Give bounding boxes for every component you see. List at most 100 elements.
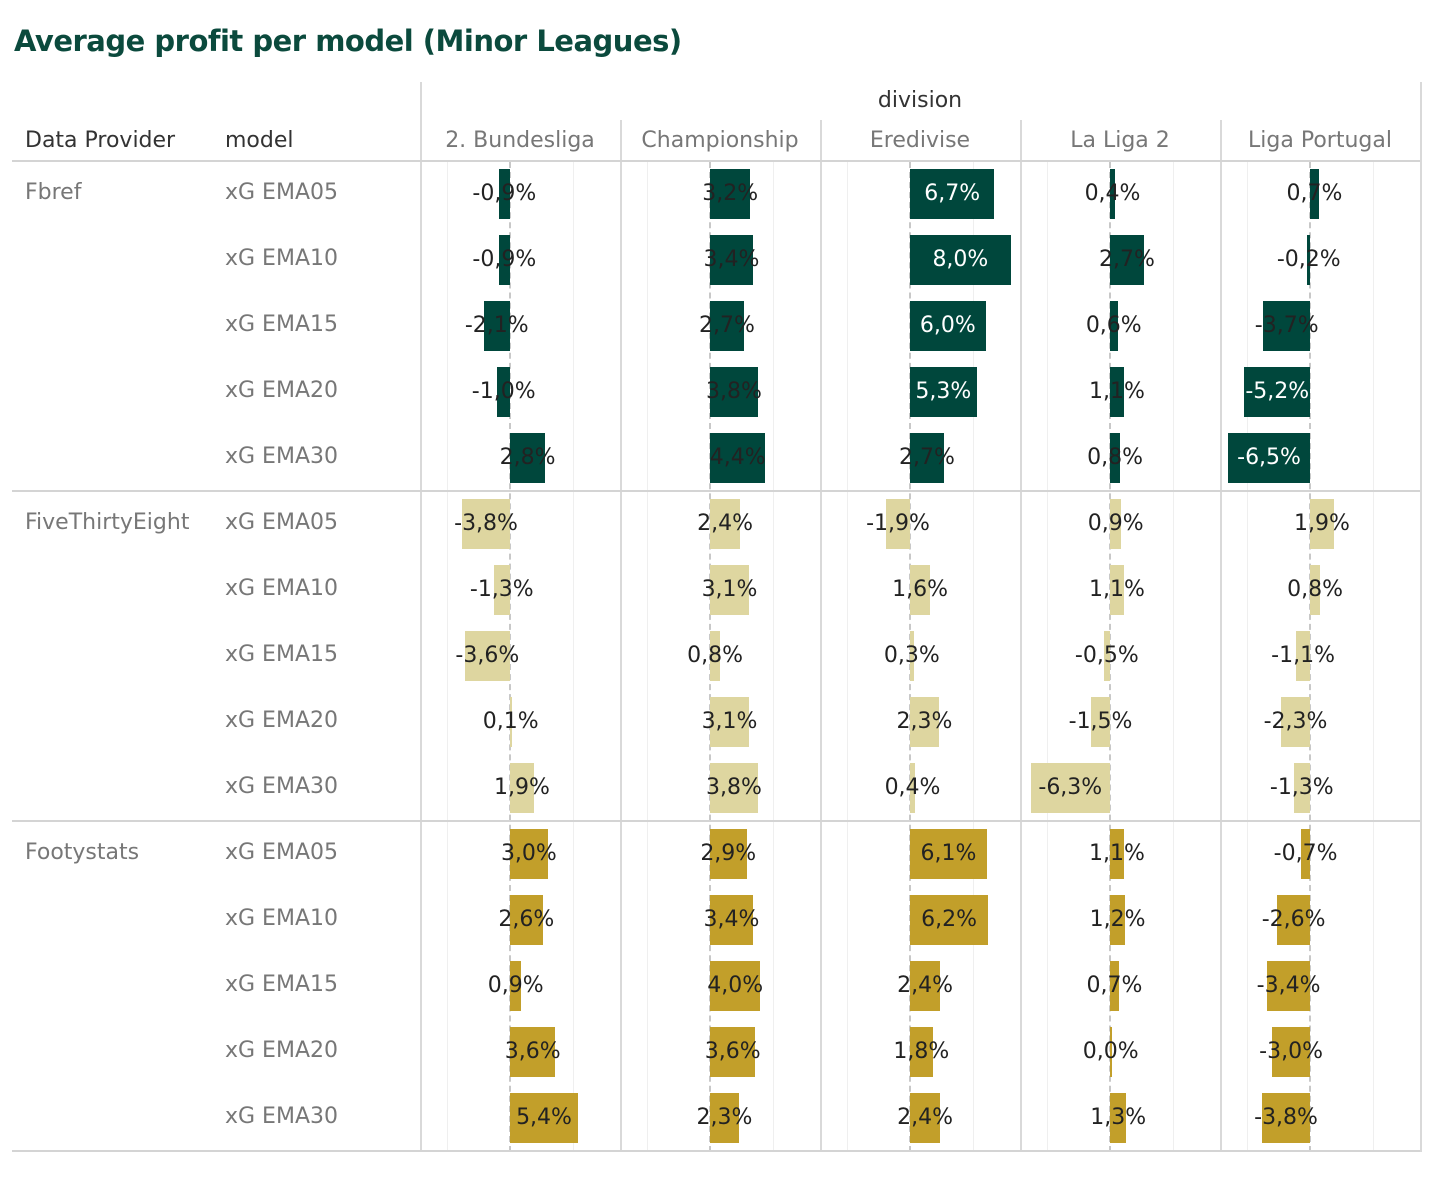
data-label: 2,9%	[700, 841, 757, 866]
bar-fivethirtyeight	[1310, 499, 1334, 549]
bar-fivethirtyeight	[510, 697, 512, 747]
bar-footystats	[510, 895, 543, 945]
bar-footystats	[1301, 829, 1310, 879]
bar-fbref	[710, 235, 753, 285]
bar-fbref	[1110, 235, 1145, 285]
zero-line	[1309, 162, 1311, 1152]
data-label: -3,4%	[1256, 973, 1321, 998]
data-label: 2,4%	[697, 511, 754, 536]
data-label: -1,3%	[1269, 775, 1334, 800]
data-label: -1,0%	[471, 379, 536, 404]
data-label: 2,8%	[499, 445, 556, 470]
bar-fivethirtyeight	[710, 697, 750, 747]
bar-fbref	[910, 367, 977, 417]
data-label: -2,6%	[1261, 907, 1326, 932]
bar-fbref	[710, 169, 751, 219]
data-label: -3,0%	[1259, 1039, 1324, 1064]
data-label: 0,4%	[884, 775, 941, 800]
data-label: 4,4%	[709, 445, 766, 470]
data-label: 0,3%	[883, 643, 940, 668]
model-label: xG EMA30	[225, 774, 338, 799]
data-label: 3,0%	[500, 841, 557, 866]
column-divider	[420, 82, 422, 1152]
data-label: 6,0%	[919, 313, 976, 338]
model-label: xG EMA05	[225, 510, 338, 535]
data-label: -3,8%	[1254, 1105, 1318, 1130]
data-label: -0,5%	[1074, 643, 1139, 668]
bar-footystats	[1267, 961, 1310, 1011]
model-label: xG EMA15	[225, 642, 338, 667]
data-label: 0,7%	[1286, 181, 1343, 206]
bar-fbref	[1228, 433, 1310, 483]
header-divider	[12, 160, 1420, 162]
data-label: -0,9%	[472, 181, 537, 206]
bar-fivethirtyeight	[1281, 697, 1310, 747]
data-label: 6,7%	[924, 181, 981, 206]
data-label: 0,8%	[687, 643, 743, 668]
bar-fivethirtyeight	[710, 565, 750, 615]
data-label: 1,2%	[1089, 907, 1146, 932]
group-divider	[12, 820, 1420, 822]
data-label: 2,7%	[899, 445, 955, 470]
bar-fivethirtyeight	[464, 631, 510, 681]
model-label: xG EMA30	[225, 1104, 338, 1129]
data-label: 2,3%	[696, 1105, 753, 1130]
data-label: 3,4%	[703, 907, 760, 932]
data-label: 2,7%	[699, 313, 755, 338]
bar-footystats	[1272, 1027, 1310, 1077]
data-label: 2,4%	[897, 1105, 954, 1130]
data-label: 0,4%	[1084, 181, 1141, 206]
data-label: -2,3%	[1263, 709, 1328, 734]
data-label: 6,2%	[921, 907, 977, 932]
bar-fbref	[1307, 235, 1310, 285]
model-label: xG EMA20	[225, 378, 338, 403]
bar-footystats	[710, 895, 753, 945]
model-label: xG EMA10	[225, 246, 338, 271]
gridline	[447, 162, 448, 1152]
data-label: 1,1%	[1088, 577, 1145, 602]
bar-fivethirtyeight	[510, 763, 534, 813]
bar-fbref	[910, 433, 945, 483]
chart-title: Average profit per model (Minor Leagues)	[14, 24, 682, 58]
bar-fbref	[710, 367, 758, 417]
data-label: 3,6%	[504, 1039, 561, 1064]
data-label: 5,3%	[915, 379, 972, 404]
bar-fbref	[710, 433, 766, 483]
data-label: 3,4%	[703, 247, 760, 272]
bar-footystats	[910, 829, 987, 879]
bar-fbref	[1110, 301, 1118, 351]
bar-fivethirtyeight	[910, 697, 939, 747]
column-divider	[820, 120, 822, 1152]
column-divider	[620, 120, 622, 1152]
bar-footystats	[510, 1093, 579, 1143]
data-label: -2,1%	[464, 313, 529, 338]
header-division: division	[877, 88, 963, 113]
gridline	[1173, 162, 1174, 1152]
bar-fivethirtyeight	[1110, 565, 1124, 615]
bar-fivethirtyeight	[1110, 499, 1122, 549]
data-label: 4,0%	[707, 973, 764, 998]
data-label: 1,6%	[892, 577, 949, 602]
data-label: 0,8%	[1287, 577, 1343, 602]
bar-fbref	[1110, 367, 1124, 417]
bar-footystats	[510, 961, 522, 1011]
data-label: 3,1%	[701, 577, 758, 602]
bar-fbref	[1310, 169, 1319, 219]
data-label: -3,6%	[455, 643, 520, 668]
bar-fivethirtyeight	[1091, 697, 1110, 747]
gridline	[773, 162, 774, 1152]
bar-footystats	[710, 829, 747, 879]
bar-footystats	[1110, 829, 1124, 879]
data-label: 2,6%	[498, 907, 555, 932]
bar-footystats	[1110, 895, 1126, 945]
data-label: 2,3%	[896, 709, 953, 734]
bar-footystats	[510, 829, 548, 879]
bar-fbref	[497, 367, 510, 417]
data-label: 6,1%	[920, 841, 977, 866]
data-label: 1,9%	[1294, 511, 1350, 536]
model-label: xG EMA30	[225, 444, 338, 469]
bar-fivethirtyeight	[886, 499, 910, 549]
bar-fivethirtyeight	[710, 763, 758, 813]
bar-footystats	[910, 961, 941, 1011]
